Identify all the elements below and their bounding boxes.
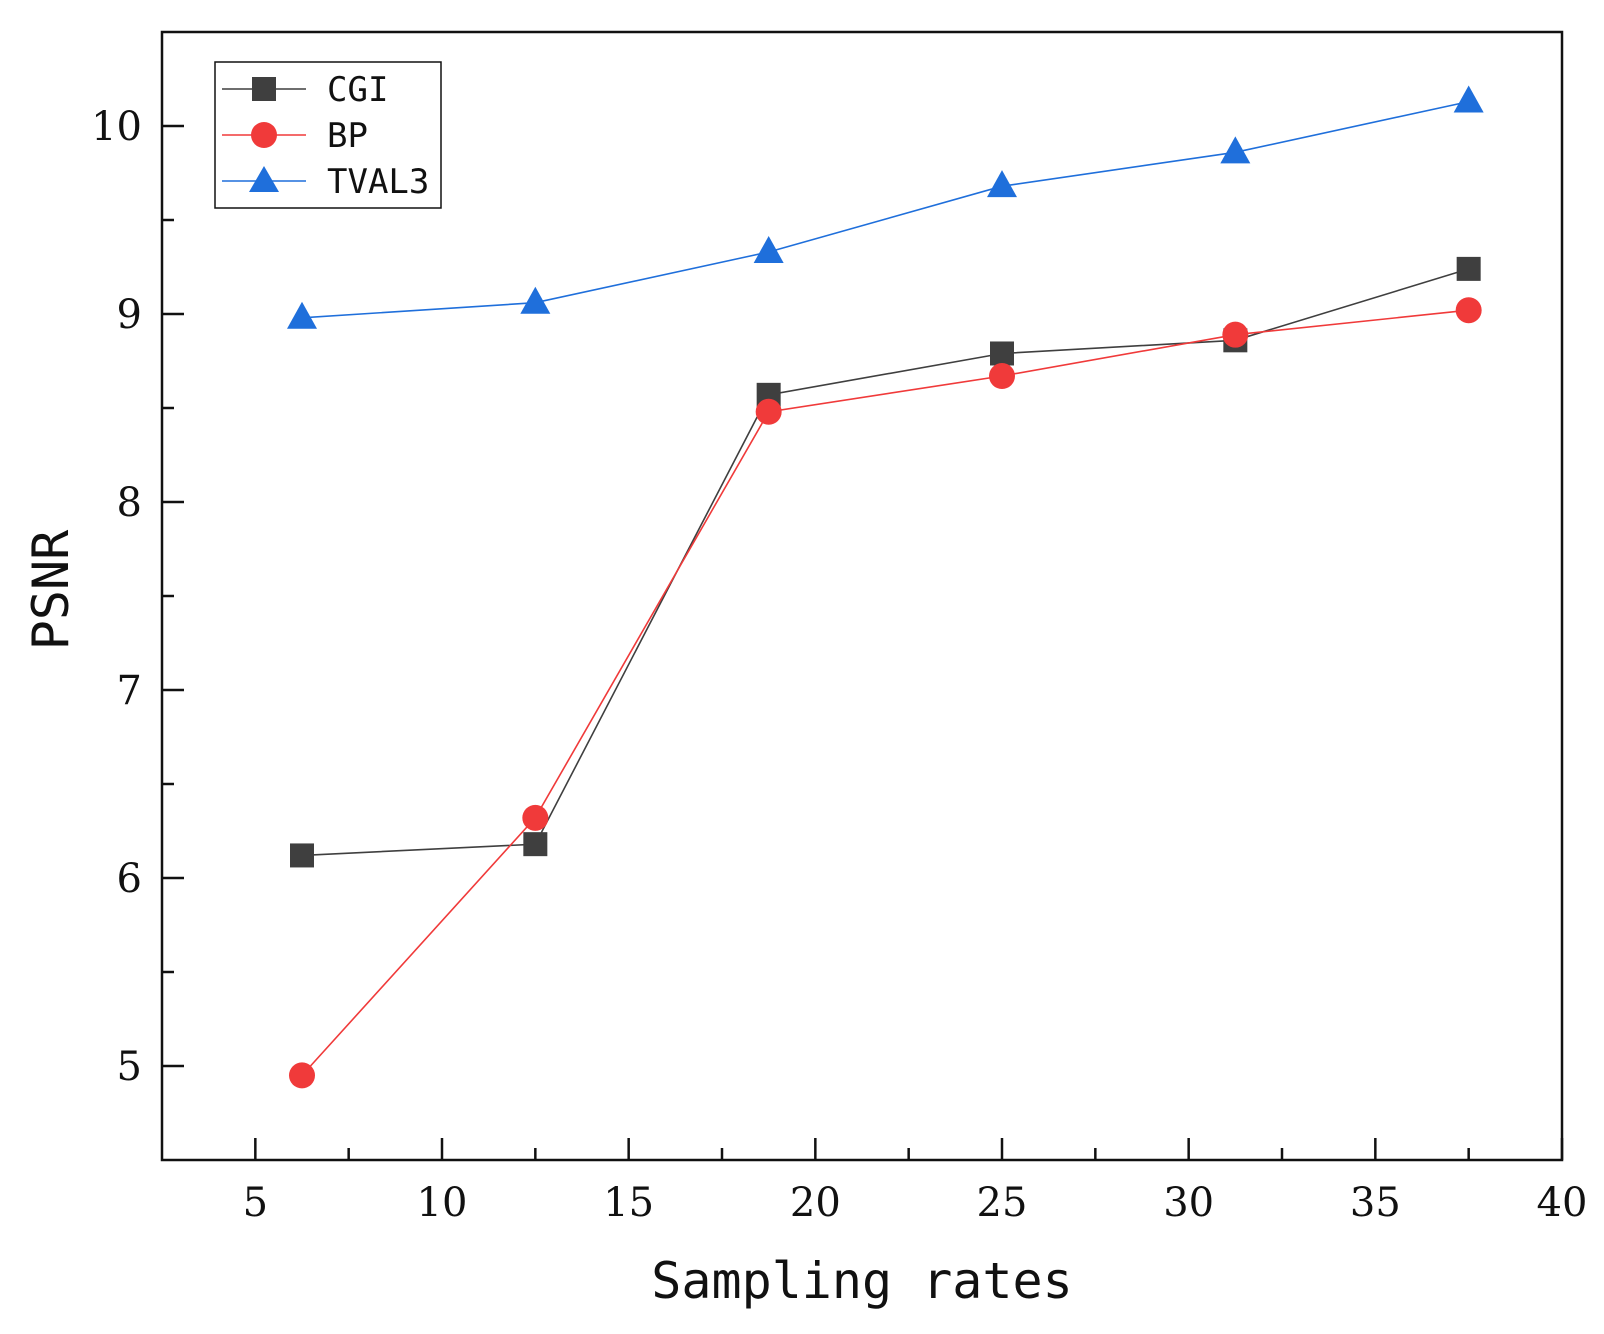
y-tick-label: 7 <box>117 668 142 714</box>
data-point-bp <box>522 804 549 831</box>
data-point-tval3 <box>520 286 551 314</box>
legend-label-bp: BP <box>327 116 368 156</box>
legend-entry-tval3: TVAL3 <box>222 162 429 202</box>
series-layer <box>287 85 1484 1089</box>
legend-entry-bp: BP <box>222 116 368 156</box>
data-point-cgi <box>290 843 314 868</box>
series-line-tval3 <box>301 100 1469 319</box>
y-tick-label: 8 <box>117 480 142 526</box>
y-axis-title: PSNR <box>22 529 80 650</box>
data-point-tval3 <box>1220 136 1251 164</box>
legend-label-cgi: CGI <box>327 70 388 110</box>
data-point-tval3 <box>753 235 784 263</box>
data-point-cgi <box>523 832 548 857</box>
series-line-bp <box>301 309 1469 1076</box>
data-point-bp <box>289 1062 315 1089</box>
series-cgi <box>290 256 1481 868</box>
data-point-bp <box>989 363 1015 390</box>
y-tick-label: 5 <box>117 1044 142 1090</box>
x-tick-label: 15 <box>603 1180 654 1226</box>
data-point-tval3 <box>287 301 317 329</box>
data-point-bp <box>1455 297 1482 324</box>
legend-label-tval3: TVAL3 <box>327 162 429 202</box>
x-axis-title: Sampling rates <box>651 1252 1072 1310</box>
y-tick-label: 10 <box>91 104 142 150</box>
x-tick-label: 10 <box>417 1180 468 1226</box>
x-tick-label: 20 <box>790 1180 841 1226</box>
y-tick-label: 9 <box>117 292 142 338</box>
series-tval3 <box>287 85 1484 329</box>
x-tick-label: 40 <box>1537 1180 1588 1226</box>
x-tick-label: 30 <box>1163 1180 1214 1226</box>
legend: CGI BP TVAL3 <box>214 61 442 209</box>
x-tick-label: 35 <box>1350 1180 1401 1226</box>
data-point-bp <box>1222 321 1249 348</box>
legend-marker-bp <box>251 122 277 148</box>
labels-layer: 5 10 15 20 25 30 35 40 5 6 7 8 9 10 <box>91 104 1587 1226</box>
series-line-cgi <box>301 268 1469 857</box>
data-point-cgi <box>990 341 1014 366</box>
legend-entry-cgi: CGI <box>222 70 388 110</box>
x-tick-label: 5 <box>243 1180 268 1226</box>
data-point-tval3 <box>987 170 1017 198</box>
legend-marker-cgi <box>252 77 276 101</box>
x-tick-label: 25 <box>977 1180 1028 1226</box>
data-point-tval3 <box>1453 85 1484 113</box>
data-point-bp <box>755 398 782 425</box>
legend-marker-tval3 <box>249 166 279 192</box>
data-point-cgi <box>1456 256 1481 281</box>
ticks-layer <box>162 124 1564 1160</box>
plot-frame <box>160 30 1564 1162</box>
series-bp <box>289 297 1482 1089</box>
y-tick-label: 6 <box>117 856 142 902</box>
